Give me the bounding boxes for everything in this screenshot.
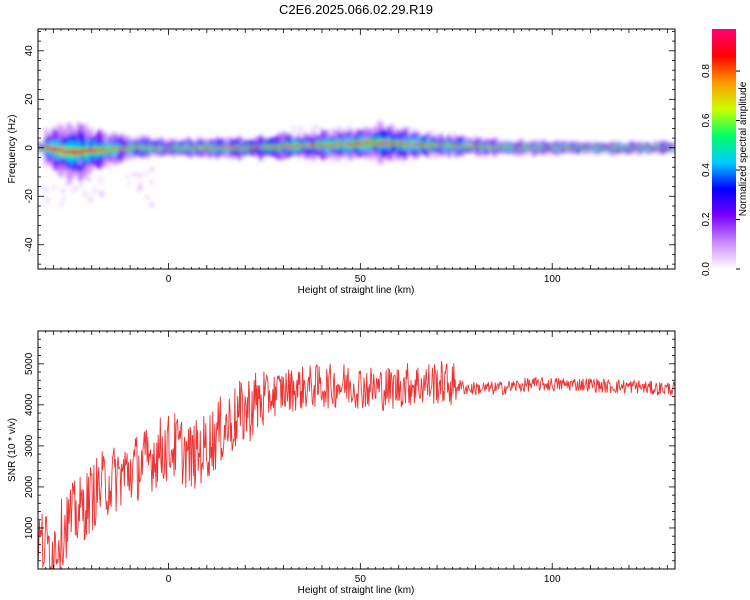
colorbar-ticks: 0.0 0.2 0.4 0.6 0.8: [701, 64, 740, 276]
colorbar-tick-label: 0.2: [701, 212, 712, 226]
spectrogram-panel: 0 50 100 -40 -20 0 20 40 Height of straight lin…: [7, 28, 676, 296]
y-tick-label: 5000: [24, 352, 35, 375]
chart-title: C2E6.2025.066.02.29.R19: [279, 2, 433, 17]
spectrogram-xlabel: Height of straight line (km): [298, 285, 415, 296]
snr-frame: [37, 330, 676, 570]
snr-background: [38, 331, 675, 569]
snr-ticks: 0 50 100 1000 2000 3000 4000 5000: [24, 330, 676, 585]
colorbar-label: Normalized spectral amplitude: [738, 81, 749, 216]
x-tick-label: 50: [355, 574, 367, 585]
x-tick-label: 50: [355, 274, 367, 285]
snr-ylabel: SNR (10 * v/v): [7, 418, 18, 482]
snr-panel: 0 50 100 1000 2000 3000 4000 5000 Height of str…: [7, 330, 676, 596]
y-tick-label: 40: [24, 45, 35, 57]
colorbar-tick-label: 0.0: [701, 262, 712, 276]
x-tick-label: 0: [166, 274, 172, 285]
y-tick-label: 1000: [24, 516, 35, 539]
y-tick-label: -40: [24, 237, 35, 252]
spectrogram-ticks: 0 50 100 -40 -20 0 20 40: [24, 29, 676, 285]
colorbar-tick-label: 0.4: [701, 163, 712, 177]
x-tick-label: 100: [544, 274, 561, 285]
colorbar-gradient: [712, 29, 736, 269]
colorbar: 0.0 0.2 0.4 0.6 0.8 Normalized spectral ampl…: [701, 29, 749, 276]
spectrogram-band: [38, 120, 675, 207]
y-tick-label: 20: [24, 93, 35, 105]
x-tick-label: 0: [166, 574, 172, 585]
y-tick-label: 3000: [24, 434, 35, 457]
snr-xlabel: Height of straight line (km): [298, 585, 415, 596]
colorbar-tick-label: 0.8: [701, 64, 712, 78]
snr-line-layer: [38, 360, 675, 569]
y-tick-label: -20: [24, 189, 35, 204]
colorbar-tick-label: 0.6: [701, 113, 712, 127]
y-tick-label: 2000: [24, 475, 35, 498]
y-tick-label: 4000: [24, 393, 35, 416]
spectrogram-frame: [37, 28, 676, 270]
x-tick-label: 100: [544, 574, 561, 585]
spectrogram-heat: [38, 120, 675, 207]
y-tick-label: 0: [24, 145, 35, 151]
snr-series-line: [38, 360, 675, 569]
spectrogram-ylabel: Frequency (Hz): [7, 115, 18, 184]
